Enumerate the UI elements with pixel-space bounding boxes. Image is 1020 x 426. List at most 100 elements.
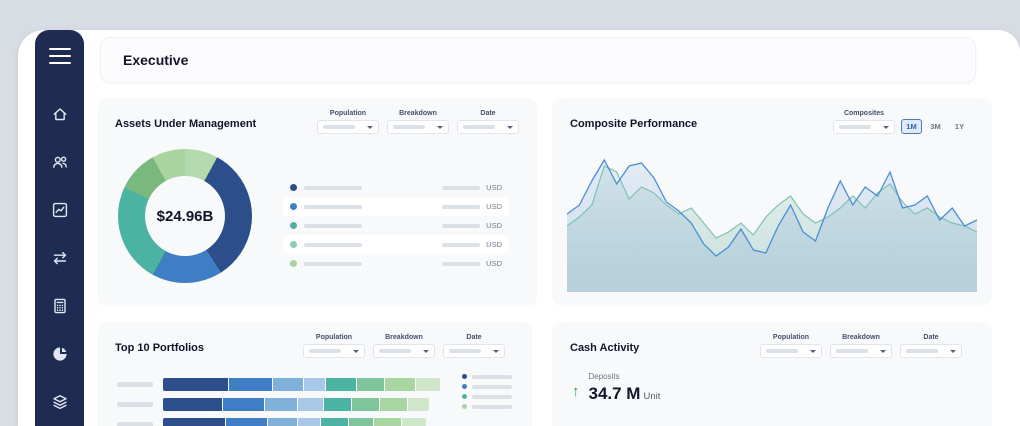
filter-population: Population: [317, 110, 379, 134]
allocation-pie-icon[interactable]: [35, 330, 84, 378]
portfolios-layers-icon[interactable]: [35, 378, 84, 426]
legend-value-placeholder: [442, 242, 481, 247]
range-button-1y[interactable]: 1Y: [949, 119, 970, 134]
cash-population-select[interactable]: [760, 344, 822, 358]
bar-segment: [379, 398, 407, 411]
clients-icon[interactable]: [35, 138, 84, 186]
composites-select[interactable]: [833, 120, 895, 134]
mini-legend-row: [462, 384, 512, 389]
legend-value-placeholder: [442, 223, 481, 228]
bar-segment: [348, 418, 374, 426]
aum-legend-row: USD: [283, 235, 509, 254]
legend-currency: USD: [486, 240, 502, 249]
select-placeholder: [323, 125, 355, 129]
legend-value-placeholder: [442, 204, 481, 209]
aum-filters: Population Breakdown Date: [317, 110, 519, 134]
filter-breakdown: Breakdown: [373, 334, 435, 358]
deposits-value: 34.7 M: [588, 384, 641, 403]
bar-segment: [267, 418, 298, 426]
transfers-icon[interactable]: [35, 234, 84, 282]
portfolios-breakdown-select[interactable]: [373, 344, 435, 358]
filter-population: Population: [760, 334, 822, 358]
legend-name-placeholder: [304, 204, 362, 209]
portfolios-population-select[interactable]: [303, 344, 365, 358]
bar-segment: [228, 378, 272, 391]
filter-label: Composites: [843, 110, 885, 117]
legend-dot: [290, 241, 297, 248]
caret-down-icon: [880, 349, 886, 353]
select-placeholder: [836, 349, 868, 353]
composite-line-chart: [566, 142, 978, 297]
legend-name-placeholder: [304, 223, 362, 228]
select-placeholder: [309, 349, 341, 353]
aum-legend-row: USD: [283, 178, 509, 197]
filter-label: Breakdown: [385, 334, 423, 341]
cash-date-select[interactable]: [900, 344, 962, 358]
legend-currency: USD: [486, 202, 502, 211]
performance-chart-icon[interactable]: [35, 186, 84, 234]
portfolio-label-placeholder: [117, 422, 153, 426]
bar-segment: [163, 418, 226, 426]
sidebar: [35, 30, 84, 426]
aum-legend-row: USD: [283, 216, 509, 235]
range-button-3m[interactable]: 3M: [925, 119, 946, 134]
bar-segment: [264, 398, 298, 411]
bar-segment: [384, 378, 415, 391]
legend-value-placeholder: [442, 261, 481, 266]
portfolio-stacked-bar: [163, 418, 427, 426]
range-buttons: 1M 3M 1Y: [901, 119, 970, 134]
aum-date-select[interactable]: [457, 120, 519, 134]
caret-down-icon: [883, 125, 889, 129]
legend-currency: USD: [486, 183, 502, 192]
portfolio-row: [117, 418, 440, 426]
deposits-block: ↑ Deposits 34.7 M Unit: [572, 372, 660, 404]
calculator-icon[interactable]: [35, 282, 84, 330]
aum-legend-row: USD: [283, 197, 509, 216]
legend-dot: [290, 222, 297, 229]
caret-down-icon: [353, 349, 359, 353]
mini-legend-row: [462, 404, 512, 409]
filter-label: Population: [329, 110, 367, 117]
bar-segment: [298, 398, 323, 411]
select-placeholder: [839, 125, 871, 129]
bar-segment: [415, 378, 440, 391]
aum-population-select[interactable]: [317, 120, 379, 134]
bar-segment: [356, 378, 384, 391]
portfolios-date-select[interactable]: [443, 344, 505, 358]
cash-filters: Population Breakdown Date: [760, 334, 962, 358]
mini-legend-row: [462, 374, 512, 379]
portfolio-label-placeholder: [117, 402, 153, 407]
caret-down-icon: [423, 349, 429, 353]
select-placeholder: [766, 349, 798, 353]
portfolio-label-placeholder: [117, 382, 153, 387]
select-placeholder: [906, 349, 938, 353]
aum-breakdown-select[interactable]: [387, 120, 449, 134]
aum-legend: USD USD USD USD USD: [283, 178, 509, 273]
range-button-1m[interactable]: 1M: [901, 119, 922, 134]
bar-segment: [320, 418, 348, 426]
legend-label-placeholder: [472, 384, 512, 389]
aum-legend-row: USD: [283, 254, 509, 273]
deposits-unit: Unit: [643, 391, 661, 402]
filter-breakdown: Breakdown: [830, 334, 892, 358]
menu-icon[interactable]: [48, 48, 71, 65]
filter-label: Breakdown: [842, 334, 880, 341]
composite-card: Composite Performance Composites 1M 3M 1Y: [552, 98, 992, 306]
bar-segment: [272, 378, 303, 391]
home-icon[interactable]: [35, 90, 84, 138]
legend-currency: USD: [486, 259, 502, 268]
bar-segment: [163, 398, 223, 411]
deposit-up-arrow-icon: ↑: [572, 383, 580, 400]
filter-label: Date: [480, 110, 496, 117]
legend-dot: [462, 404, 467, 409]
legend-value-placeholder: [442, 185, 481, 190]
caret-down-icon: [367, 125, 373, 129]
filter-label: Date: [466, 334, 482, 341]
aum-donut-chart: $24.96B: [118, 149, 252, 283]
aum-title: Assets Under Management: [115, 118, 257, 130]
legend-label-placeholder: [472, 394, 512, 399]
bar-segment: [407, 398, 430, 411]
cash-breakdown-select[interactable]: [830, 344, 892, 358]
legend-dot: [290, 184, 297, 191]
legend-dot: [290, 260, 297, 267]
